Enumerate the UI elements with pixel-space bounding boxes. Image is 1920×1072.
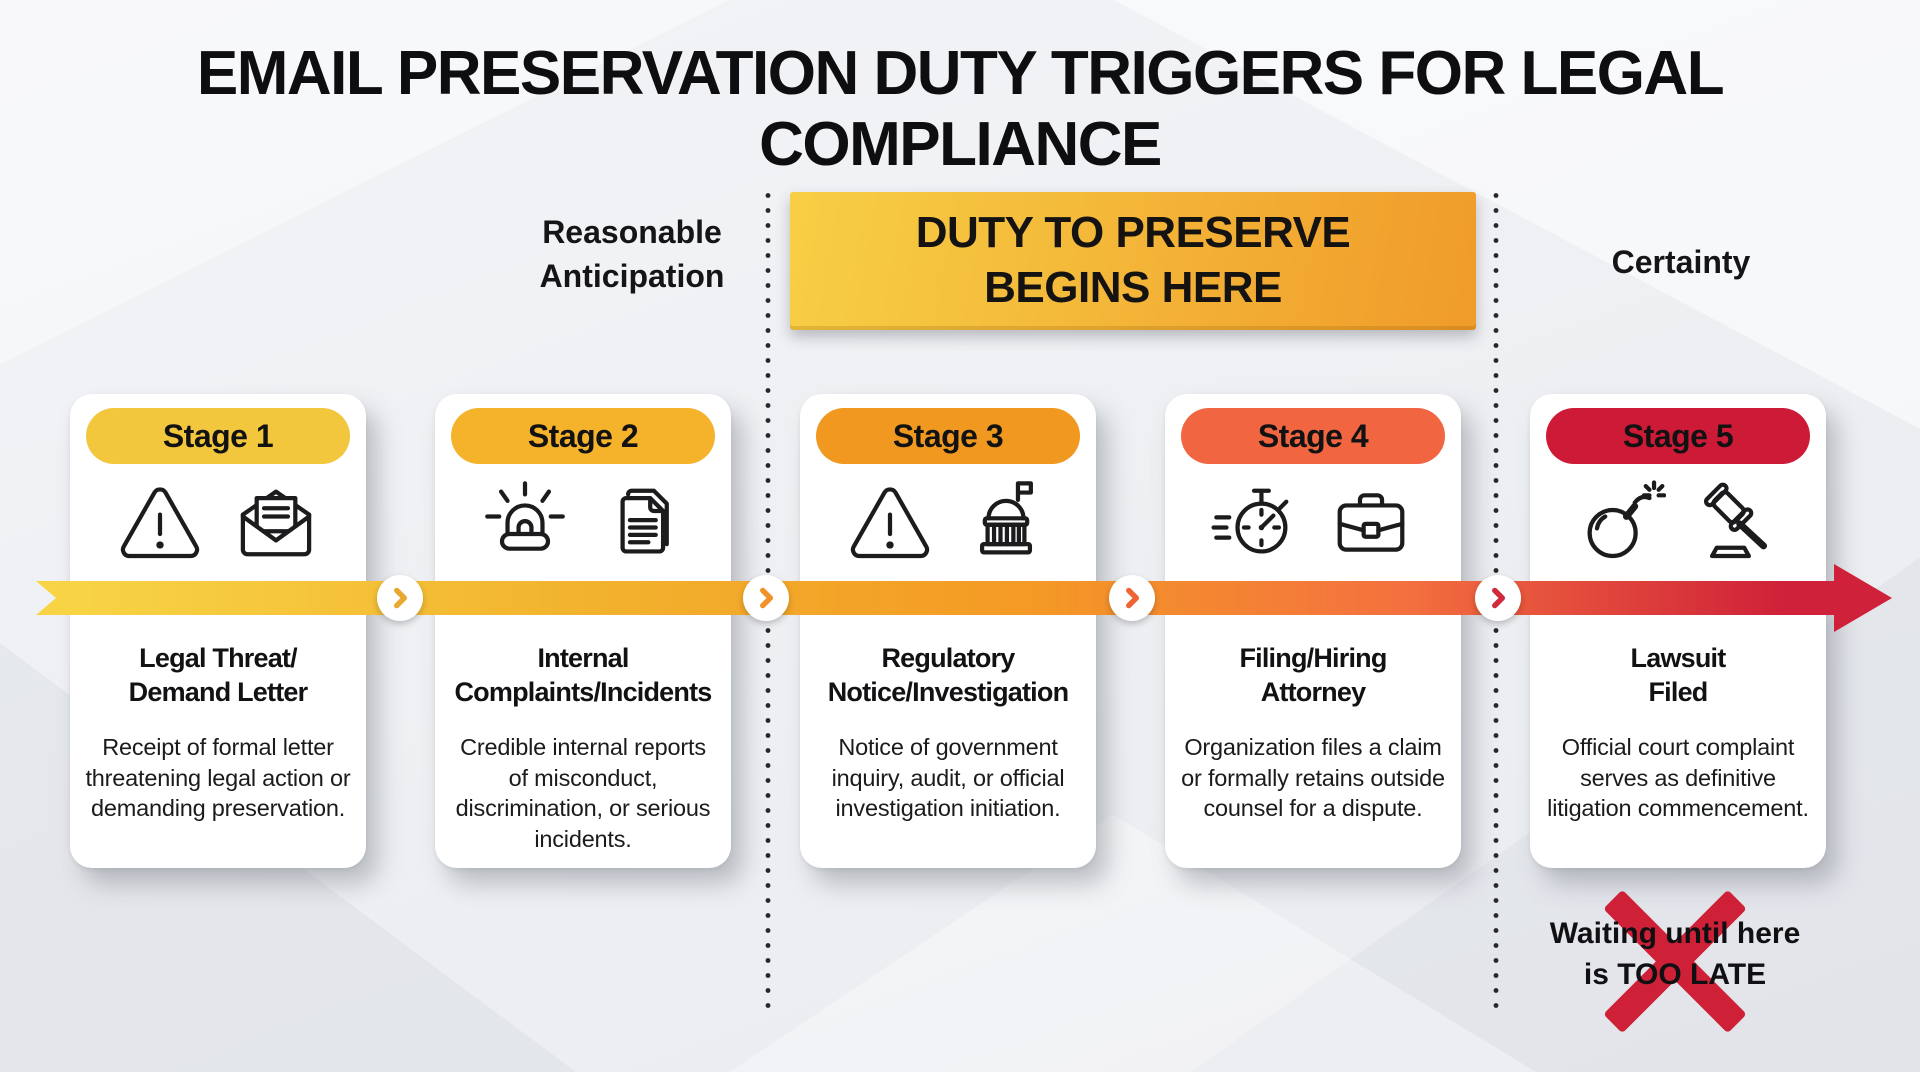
stage-card-4: Stage 4 Filing/Hiring Attorney Organizat… xyxy=(1165,394,1461,868)
chevron-right-icon xyxy=(394,587,408,609)
timeline-arrowhead xyxy=(1834,564,1892,632)
duty-banner-line-2: BEGINS HERE xyxy=(984,263,1282,312)
timeline-connector-1 xyxy=(377,575,423,621)
stage-description: Official court complaint serves as defin… xyxy=(1547,734,1809,822)
open-envelope-icon xyxy=(240,489,312,557)
stage-pill: Stage 3 xyxy=(816,408,1080,464)
stage-title: Regulatory Notice/Investigation xyxy=(827,643,1069,707)
stage-icons xyxy=(800,476,1096,568)
too-late-warning: Waiting until here is TOO LATE xyxy=(1482,888,1868,1034)
timeline-connector-3 xyxy=(1109,575,1155,621)
chevron-right-icon xyxy=(1492,587,1506,609)
page-title: EMAIL PRESERVATION DUTY TRIGGERS FOR LEG… xyxy=(196,39,1725,179)
warning-triangle-icon xyxy=(120,487,200,559)
stage-description: Credible internal reports of misconduct,… xyxy=(455,734,711,852)
stage-title: Filing/Hiring Attorney xyxy=(1239,643,1387,707)
briefcase-icon xyxy=(1337,493,1405,552)
timeline-connector-2 xyxy=(743,575,789,621)
duty-banner-line-1: DUTY TO PRESERVE xyxy=(915,208,1351,258)
stage-card-3: Stage 3 Regulatory Notice/Investigation … xyxy=(800,394,1096,868)
gavel-icon xyxy=(1703,482,1768,559)
too-late-text: Waiting until here is TOO LATE xyxy=(1549,917,1801,991)
zone-label-certainty: Certainty xyxy=(1611,244,1751,280)
stage-title: Lawsuit Filed xyxy=(1630,643,1727,707)
stage-description: Receipt of formal letter threatening leg… xyxy=(85,734,351,822)
stage-card-5: Stage 5 Lawsuit Filed xyxy=(1530,394,1826,868)
chevron-right-icon xyxy=(1126,587,1140,609)
stage-pill: Stage 5 xyxy=(1546,408,1810,464)
stage-icons xyxy=(1530,476,1826,568)
stage-pill: Stage 4 xyxy=(1181,408,1445,464)
timeline-connector-4 xyxy=(1475,575,1521,621)
stage-pill: Stage 1 xyxy=(86,408,350,464)
timeline-band xyxy=(36,581,1836,615)
stage-card-2: Stage 2 Internal Complaints/Incidents Cr… xyxy=(435,394,731,868)
stage-icons xyxy=(70,476,366,568)
chevron-right-icon xyxy=(760,587,774,609)
stage-pill: Stage 2 xyxy=(451,408,715,464)
stage-title: Legal Threat/ Demand Letter xyxy=(128,643,308,707)
stage-icons xyxy=(435,476,731,568)
zone-label-reasonable-anticipation: Reasonable Anticipation xyxy=(539,214,725,295)
stage-card-1: Stage 1 Legal Threat/ Demand Letter Rece… xyxy=(70,394,366,868)
stage-description: Organization files a claim or formally r… xyxy=(1181,734,1445,822)
stage-icons xyxy=(1165,476,1461,568)
documents-icon xyxy=(620,488,669,554)
stopwatch-icon xyxy=(1211,488,1289,554)
bomb-icon xyxy=(1587,480,1666,559)
warning-triangle-icon xyxy=(850,487,930,559)
duty-banner: DUTY TO PRESERVE BEGINS HERE xyxy=(790,192,1476,330)
alarm-siren-icon xyxy=(485,481,565,551)
stage-description: Notice of government inquiry, audit, or … xyxy=(831,734,1065,822)
government-building-icon xyxy=(979,481,1033,555)
stage-title: Internal Complaints/Incidents xyxy=(454,643,712,707)
